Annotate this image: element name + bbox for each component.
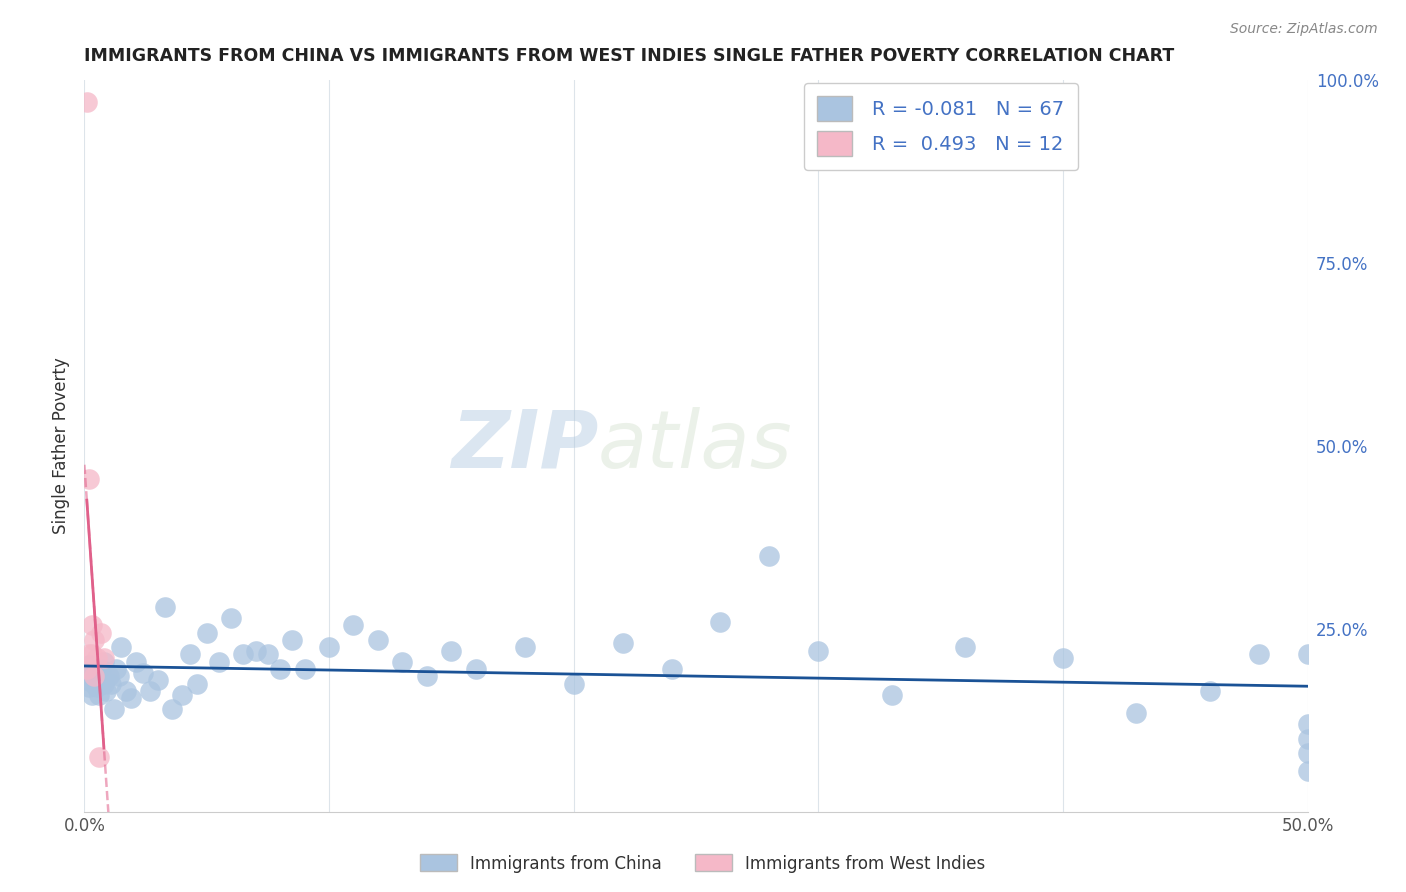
Point	[416, 669, 439, 683]
Point	[76, 673, 98, 687]
Point	[83, 632, 105, 647]
Point	[103, 702, 125, 716]
Point	[76, 95, 98, 110]
Y-axis label: Single Father Poverty: Single Father Poverty	[52, 358, 70, 534]
Point	[391, 655, 413, 669]
Point	[86, 681, 108, 695]
Point	[110, 640, 132, 655]
Point	[93, 651, 115, 665]
Point	[120, 691, 142, 706]
Point	[661, 662, 683, 676]
Point	[269, 662, 291, 676]
Point	[219, 611, 242, 625]
Point	[83, 662, 105, 676]
Point	[342, 618, 364, 632]
Point	[232, 648, 254, 662]
Point	[97, 669, 120, 683]
Point	[80, 618, 103, 632]
Point	[1125, 706, 1147, 720]
Point	[77, 681, 100, 695]
Legend: Immigrants from China, Immigrants from West Indies: Immigrants from China, Immigrants from W…	[413, 847, 993, 880]
Point	[162, 702, 184, 716]
Point	[87, 688, 110, 702]
Point	[758, 549, 780, 563]
Point	[93, 655, 115, 669]
Point	[880, 688, 903, 702]
Point	[281, 632, 304, 647]
Point	[807, 644, 830, 658]
Point	[107, 669, 129, 683]
Point	[80, 688, 103, 702]
Point	[83, 676, 105, 690]
Point	[1296, 717, 1319, 731]
Point	[76, 662, 98, 676]
Point	[172, 688, 194, 702]
Text: atlas: atlas	[598, 407, 793, 485]
Legend: R = -0.081   N = 67, R =  0.493   N = 12: R = -0.081 N = 67, R = 0.493 N = 12	[804, 83, 1077, 169]
Point	[80, 648, 103, 662]
Point	[100, 676, 122, 690]
Point	[87, 749, 110, 764]
Point	[115, 684, 138, 698]
Point	[1296, 731, 1319, 746]
Point	[1296, 746, 1319, 760]
Point	[179, 648, 201, 662]
Text: Source: ZipAtlas.com: Source: ZipAtlas.com	[1230, 22, 1378, 37]
Point	[257, 648, 280, 662]
Point	[96, 684, 118, 698]
Point	[90, 625, 112, 640]
Point	[195, 625, 218, 640]
Point	[132, 665, 155, 680]
Point	[294, 662, 316, 676]
Point	[953, 640, 976, 655]
Point	[93, 676, 115, 690]
Point	[440, 644, 463, 658]
Point	[245, 644, 267, 658]
Point	[77, 648, 100, 662]
Point	[513, 640, 536, 655]
Point	[464, 662, 486, 676]
Point	[90, 676, 112, 690]
Text: ZIP: ZIP	[451, 407, 598, 485]
Point	[90, 662, 112, 676]
Point	[1296, 764, 1319, 779]
Point	[146, 673, 169, 687]
Point	[86, 669, 108, 683]
Point	[1052, 651, 1074, 665]
Point	[612, 636, 634, 650]
Point	[87, 665, 110, 680]
Point	[1296, 648, 1319, 662]
Point	[139, 684, 162, 698]
Point	[86, 651, 108, 665]
Text: IMMIGRANTS FROM CHINA VS IMMIGRANTS FROM WEST INDIES SINGLE FATHER POVERTY CORRE: IMMIGRANTS FROM CHINA VS IMMIGRANTS FROM…	[84, 47, 1174, 65]
Point	[367, 632, 389, 647]
Point	[318, 640, 340, 655]
Point	[562, 676, 585, 690]
Point	[709, 615, 731, 629]
Point	[186, 676, 208, 690]
Point	[208, 655, 231, 669]
Point	[105, 662, 128, 676]
Point	[125, 655, 148, 669]
Point	[1198, 684, 1220, 698]
Point	[83, 669, 105, 683]
Point	[153, 599, 176, 614]
Point	[1247, 648, 1270, 662]
Point	[80, 665, 103, 680]
Point	[77, 472, 100, 486]
Point	[77, 658, 100, 673]
